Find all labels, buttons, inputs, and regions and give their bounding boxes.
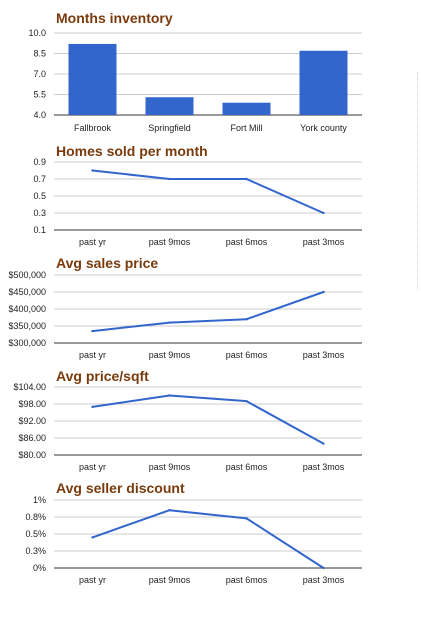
- y-tick-label: 0.8%: [25, 512, 46, 522]
- x-tick-label: past 6mos: [226, 462, 268, 472]
- x-tick-label: past yr: [79, 575, 106, 585]
- y-tick-label: 1%: [33, 495, 46, 505]
- chart-title: Avg sales price: [56, 255, 158, 271]
- x-tick-label: past 9mos: [149, 350, 191, 360]
- y-tick-label: $450,000: [8, 287, 46, 297]
- y-tick-label: 0%: [33, 563, 46, 573]
- data-point: [168, 321, 171, 324]
- data-point: [322, 566, 325, 570]
- bar: [145, 97, 194, 115]
- chart-title: Homes sold per month: [56, 143, 208, 159]
- y-tick-label: 8.5: [33, 49, 46, 59]
- data-point: [91, 405, 94, 409]
- data-point: [322, 442, 325, 445]
- y-tick-label: $98.00: [18, 399, 46, 409]
- y-tick-label: $350,000: [8, 321, 46, 331]
- y-tick-label: 0.7: [33, 174, 46, 184]
- y-tick-label: 5.5: [33, 90, 46, 100]
- x-tick-label: past 9mos: [149, 462, 191, 472]
- x-tick-label: Fort Mill: [231, 123, 263, 133]
- data-point: [91, 536, 94, 539]
- y-tick-label: 0.5: [33, 191, 46, 201]
- x-tick-label: past 3mos: [303, 575, 345, 585]
- data-point: [322, 211, 325, 215]
- y-tick-label: 10.0: [28, 28, 46, 38]
- y-tick-label: 0.3: [33, 208, 46, 218]
- x-tick-label: past 3mos: [303, 350, 345, 360]
- y-tick-label: 0.9: [33, 157, 46, 167]
- y-tick-label: 0.1: [33, 225, 46, 235]
- chart-title: Avg price/sqft: [56, 368, 149, 384]
- x-tick-label: past yr: [79, 237, 106, 247]
- y-tick-label: $86.00: [18, 433, 46, 443]
- data-point: [245, 399, 248, 403]
- x-tick-label: past 9mos: [149, 237, 191, 247]
- x-tick-label: past yr: [79, 462, 106, 472]
- series-line: [92, 394, 324, 445]
- x-tick-label: York county: [300, 123, 347, 133]
- data-point: [322, 290, 325, 294]
- y-tick-label: 0.3%: [25, 546, 46, 556]
- y-tick-label: 7.0: [33, 69, 46, 79]
- y-tick-label: $104.00: [13, 382, 46, 392]
- x-tick-label: Springfield: [148, 123, 191, 133]
- x-tick-label: past 6mos: [226, 575, 268, 585]
- data-point: [91, 169, 94, 172]
- data-point: [168, 394, 171, 397]
- data-point: [91, 329, 94, 333]
- y-tick-label: $80.00: [18, 450, 46, 460]
- y-tick-label: $500,000: [8, 270, 46, 280]
- x-tick-label: past 6mos: [226, 237, 268, 247]
- data-point: [168, 509, 171, 512]
- series-line: [92, 509, 325, 569]
- x-tick-label: past 6mos: [226, 350, 268, 360]
- series-line: [92, 291, 324, 333]
- x-tick-label: past 3mos: [303, 237, 345, 247]
- scrollbar-track: [417, 72, 418, 290]
- chart-title: Avg seller discount: [56, 480, 185, 496]
- x-tick-label: past 3mos: [303, 462, 345, 472]
- series-line: [92, 169, 324, 214]
- bar: [222, 102, 271, 115]
- y-tick-label: $300,000: [8, 338, 46, 348]
- x-tick-label: past yr: [79, 350, 106, 360]
- data-point: [245, 177, 248, 181]
- x-tick-label: past 9mos: [149, 575, 191, 585]
- bar: [68, 43, 117, 115]
- y-tick-label: $92.00: [18, 416, 46, 426]
- chart-title: Months inventory: [56, 10, 173, 26]
- x-tick-label: Fallbrook: [74, 123, 112, 133]
- y-tick-label: $400,000: [8, 304, 46, 314]
- bar: [299, 50, 348, 116]
- data-point: [245, 318, 248, 321]
- y-tick-label: 4.0: [33, 110, 46, 120]
- data-point: [168, 177, 171, 181]
- y-tick-label: 0.5%: [25, 529, 46, 539]
- data-point: [245, 517, 248, 520]
